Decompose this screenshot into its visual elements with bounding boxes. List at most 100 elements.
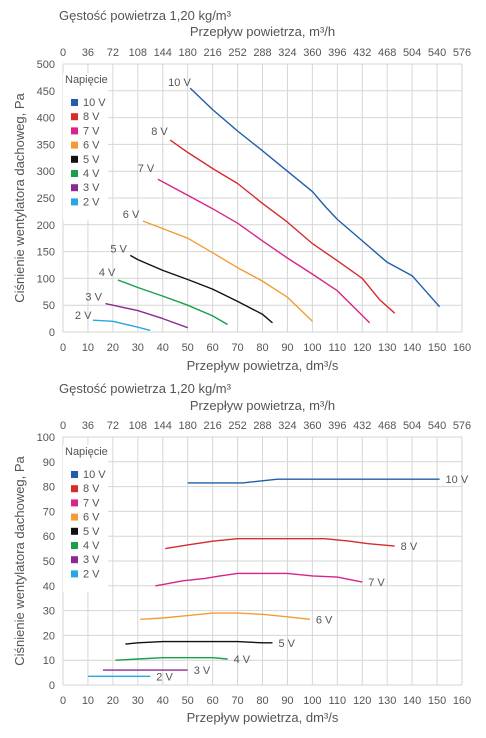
series-label: 2 V: [156, 671, 173, 683]
series-line: [142, 220, 313, 322]
series-line: [117, 279, 228, 326]
series-line: [105, 302, 188, 329]
x-tick-label: 20: [107, 695, 119, 707]
x-tick-label: 100: [303, 695, 321, 707]
legend-entry: 2 V: [83, 568, 100, 580]
series-label: 3 V: [85, 292, 102, 304]
top-tick-label: 468: [378, 47, 396, 59]
legend-swatch: [71, 184, 78, 192]
legend: Napięcie 10 V 8 V 7 V 6 V 5 V 4 V 3 V 2 V: [63, 445, 108, 592]
legend-swatch: [71, 542, 78, 549]
x-tick-label: 30: [132, 695, 144, 707]
series-line: [129, 254, 273, 324]
legend-entry: 4 V: [83, 168, 100, 180]
top-tick-label: 432: [353, 420, 371, 432]
y-tick-label: 500: [37, 59, 55, 71]
series-label: 10 V: [168, 77, 191, 89]
y-tick-label: 250: [37, 193, 55, 205]
y-tick-label: 400: [37, 113, 55, 125]
x-tick-label: 70: [231, 342, 243, 354]
series-label: 6 V: [316, 614, 333, 626]
legend-swatch: [71, 471, 78, 478]
y-tick-label: 50: [43, 556, 55, 568]
series-label: 6 V: [123, 209, 140, 221]
x-tick-label: 70: [231, 695, 243, 707]
x-tick-label: 50: [182, 342, 194, 354]
series-label: 7 V: [368, 577, 385, 589]
top-tick-label: 144: [154, 47, 172, 59]
legend-swatch: [71, 499, 78, 507]
top-tick-label: 360: [303, 420, 321, 432]
legend-swatch: [71, 198, 78, 206]
y-tick-label: 300: [37, 166, 55, 178]
x-tick-label: 90: [281, 695, 293, 707]
top-tick-label: 216: [203, 47, 221, 59]
y-tick-label: 100: [37, 432, 55, 444]
top-tick-label: 324: [278, 47, 296, 59]
top-tick-label: 576: [453, 420, 471, 432]
top-tick-label: 468: [378, 420, 396, 432]
y-tick-label: 450: [37, 86, 55, 98]
legend-swatch: [71, 170, 78, 177]
x-tick-label: 120: [353, 695, 371, 707]
x-tick-label: 130: [378, 695, 396, 707]
x-tick-label: 40: [157, 695, 169, 707]
y-tick-label: 20: [43, 630, 55, 642]
x-tick-label: 80: [256, 342, 268, 354]
y-tick-label: 50: [43, 300, 55, 312]
legend-swatch: [71, 155, 78, 163]
top-tick-label: 540: [428, 420, 446, 432]
legend-box: [63, 73, 108, 220]
x-tick-label: 140: [403, 695, 421, 707]
y-tick-label: 100: [37, 273, 55, 285]
y-axis-label: Ciśnienie wentylatora dachoweg, Pa: [12, 455, 27, 665]
y-tick-label: 60: [43, 531, 55, 543]
top-tick-label: 360: [303, 47, 321, 59]
y-tick-label: 30: [43, 606, 55, 618]
top-tick-label: 576: [453, 47, 471, 59]
legend-entry: 3 V: [83, 554, 100, 566]
legend-entry: 4 V: [83, 540, 100, 552]
series-line: [157, 178, 371, 324]
top-tick-label: 288: [253, 420, 271, 432]
y-tick-label: 350: [37, 139, 55, 151]
legend-swatch: [71, 513, 78, 521]
legend-entry: 10 V: [83, 97, 106, 109]
series-label: 2 V: [75, 310, 92, 322]
top-tick-label: 0: [60, 420, 66, 432]
series-label: 7 V: [138, 163, 155, 175]
x-tick-label: 120: [353, 342, 371, 354]
series-label: 8 V: [401, 541, 418, 553]
legend-entry: 8 V: [83, 111, 100, 123]
x-tick-label: 10: [82, 342, 94, 354]
top-axis-label: Przepływ powietrza, m³/h: [190, 398, 335, 413]
top-tick-label: 252: [228, 420, 246, 432]
top-axis-label: Przepływ powietrza, m³/h: [190, 24, 335, 39]
gridlines: [62, 63, 463, 333]
top-tick-label: 108: [129, 420, 147, 432]
series-line: [169, 139, 396, 314]
top-tick-label: 504: [403, 420, 421, 432]
legend-box: [63, 445, 108, 592]
y-axis-label: Ciśnienie wentylatora dachoweg, Pa: [12, 92, 27, 302]
top-tick-label: 0: [60, 47, 66, 59]
top-tick-label: 72: [107, 47, 119, 59]
legend-title: Napięcie: [65, 74, 108, 86]
gridlines: [62, 436, 463, 686]
legend-swatch: [71, 99, 78, 106]
y-tick-label: 150: [37, 247, 55, 259]
x-tick-label: 50: [182, 695, 194, 707]
series-label: 10 V: [446, 474, 469, 486]
x-tick-label: 100: [303, 342, 321, 354]
top-tick-label: 432: [353, 47, 371, 59]
y-tick-label: 0: [49, 327, 55, 339]
top-tick-label: 180: [179, 420, 197, 432]
top-tick-label: 252: [228, 47, 246, 59]
legend-swatch: [71, 141, 78, 149]
series-label: 3 V: [194, 665, 211, 677]
x-tick-label: 0: [60, 342, 66, 354]
x-tick-label: 150: [428, 695, 446, 707]
legend: Napięcie 10 V 8 V 7 V 6 V 5 V 4 V 3 V 2 V: [63, 73, 108, 220]
top-tick-label: 216: [203, 420, 221, 432]
